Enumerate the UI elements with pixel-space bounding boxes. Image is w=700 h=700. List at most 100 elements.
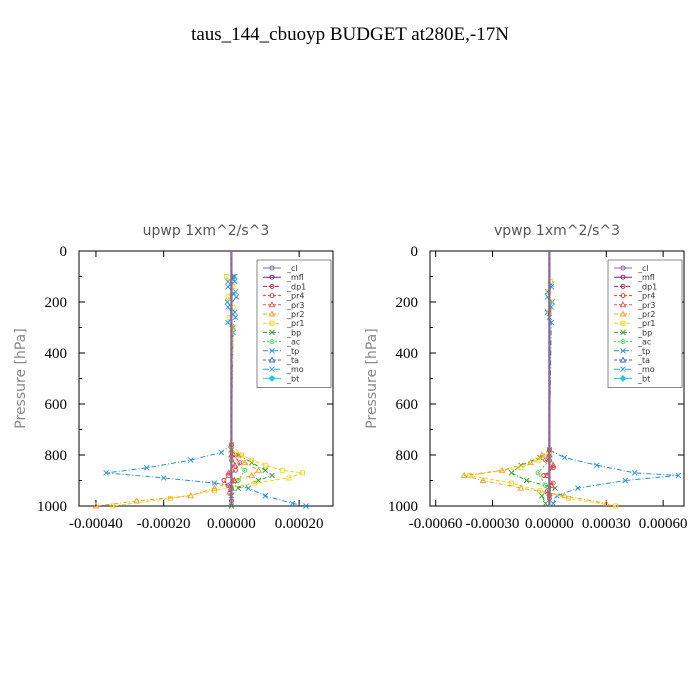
upwp-legend-marker-mfl xyxy=(269,274,275,280)
upwp-point-tp xyxy=(225,283,231,290)
upwp-point-pr2 xyxy=(211,484,218,491)
upwp-point-pr1 xyxy=(249,457,255,463)
upwp-point-bp xyxy=(262,467,269,474)
upwp-point-pr2 xyxy=(255,466,262,473)
upwp-ytick-label: 400 xyxy=(45,346,68,362)
upwp-point-tp xyxy=(303,503,309,509)
vpwp-point-ac xyxy=(535,470,541,476)
upwp-point-tp xyxy=(225,304,231,310)
upwp-point-pr1 xyxy=(212,488,217,494)
upwp-point-mo xyxy=(231,273,238,280)
upwp-ytick-label: 0 xyxy=(60,244,68,260)
upwp-point-pr1 xyxy=(262,462,268,468)
upwp-point-pr1 xyxy=(223,274,229,279)
vpwp-ytick-label: 800 xyxy=(396,448,419,464)
vpwp-legend-marker-bp xyxy=(620,329,626,336)
vpwp-legend-marker-ta xyxy=(619,356,627,363)
upwp-point-pr3 xyxy=(231,461,239,468)
vpwp-point-tp xyxy=(593,462,600,469)
vpwp-series-pr3 xyxy=(546,454,554,494)
upwp-point-pr1 xyxy=(110,503,116,509)
vpwp-xtick-label: -0.00060 xyxy=(409,516,463,532)
upwp-legend-marker-tp xyxy=(269,347,275,354)
vpwp-legend-label-bt: _bt xyxy=(637,374,650,383)
vpwp-panel: vpwp 1xm^2/s^3 0 200 400 600 800 1000-0.00060-… xyxy=(364,223,688,532)
upwp-title: upwp 1xm^2/s^3 xyxy=(143,223,270,239)
upwp-legend-label-bp: _bp xyxy=(286,328,301,337)
vpwp-ytick-label: 600 xyxy=(396,397,419,413)
vpwp-legend-label-ta: _ta xyxy=(637,356,650,365)
upwp-xtick-label: -0.00020 xyxy=(137,516,191,532)
upwp-series-pr2 xyxy=(95,449,260,507)
vpwp-legend-label-mfl: _mfl xyxy=(637,273,655,282)
upwp-point-ac xyxy=(242,467,248,473)
upwp-point-pr1 xyxy=(286,475,292,481)
upwp-point-pr1 xyxy=(225,294,231,300)
vpwp-legend-marker-pr2 xyxy=(619,310,627,317)
upwp-point-tp xyxy=(289,500,296,507)
upwp-point-pr1 xyxy=(279,467,285,473)
upwp-point-pr4 xyxy=(221,478,227,483)
vpwp-point-pr4 xyxy=(550,480,556,486)
upwp-legend-marker-ac xyxy=(269,339,275,345)
upwp-xtick-label: -0.00040 xyxy=(69,516,123,532)
upwp-y-axis-label: Pressure [hPa] xyxy=(13,328,29,428)
upwp-legend-marker-cl xyxy=(269,265,275,271)
vpwp-series-pr4 xyxy=(542,449,554,499)
vpwp-point-pr2 xyxy=(460,471,468,478)
upwp-legend-label-bt: _bt xyxy=(286,374,299,383)
upwp-point-pr2 xyxy=(187,492,195,499)
upwp-xtick-label: 0.00020 xyxy=(275,516,324,532)
upwp-legend-marker-bp xyxy=(269,329,275,336)
vpwp-point-pr2 xyxy=(538,451,546,458)
vpwp-legend-marker-bt xyxy=(619,374,627,382)
upwp-legend-label-mo: _mo xyxy=(286,365,304,374)
vpwp-legend-label-dp1: _dp1 xyxy=(637,282,657,291)
upwp-point-tp xyxy=(143,464,150,471)
upwp-series-pr3 xyxy=(228,454,236,489)
vpwp-point-pr4 xyxy=(541,472,547,478)
vpwp-legend-marker-tp xyxy=(620,347,626,354)
upwp-point-tp xyxy=(231,278,238,285)
upwp-legend-label-cl: _cl xyxy=(286,264,298,273)
upwp-legend-label-ta: _ta xyxy=(286,356,299,365)
vpwp-legend-label-ac: _ac xyxy=(637,338,651,347)
vpwp-point-pr2 xyxy=(602,499,610,506)
upwp-legend-marker-pr4 xyxy=(269,293,275,299)
upwp-legend-label-pr4: _pr4 xyxy=(286,292,304,301)
upwp-legend-marker-pr3 xyxy=(268,301,276,308)
upwp-legend-marker-dp1 xyxy=(269,283,275,289)
vpwp-point-bp xyxy=(508,470,515,476)
vpwp-xtick-label: 0.00030 xyxy=(582,516,631,532)
vpwp-y-axis-label: Pressure [hPa] xyxy=(364,328,380,428)
upwp-xtick-label: 0.00000 xyxy=(207,516,256,532)
upwp-point-bp xyxy=(269,472,275,479)
vpwp-legend-label-pr3: _pr3 xyxy=(637,301,655,310)
vpwp-legend-marker-mfl xyxy=(620,274,626,280)
vpwp-point-pr1 xyxy=(509,480,514,486)
upwp-point-pr2 xyxy=(248,471,256,478)
upwp-point-tp xyxy=(233,294,240,300)
vpwp-point-bp xyxy=(542,500,549,507)
vpwp-point-pr4 xyxy=(543,457,549,463)
upwp-ytick-label: 800 xyxy=(45,448,68,464)
vpwp-point-bp xyxy=(539,492,545,499)
vpwp-xtick-label: -0.00030 xyxy=(466,516,520,532)
vpwp-point-pr1 xyxy=(518,465,524,471)
vpwp-point-pr1 xyxy=(535,457,541,463)
upwp-ytick-label: 1000 xyxy=(37,499,67,515)
vpwp-legend-label-tp: _tp xyxy=(637,347,650,356)
vpwp-title: vpwp 1xm^2/s^3 xyxy=(494,223,620,239)
upwp-point-pr4 xyxy=(237,460,243,466)
upwp-point-mo xyxy=(224,299,231,305)
upwp-point-tp xyxy=(103,470,109,476)
upwp-legend-marker-bt xyxy=(268,374,276,382)
vpwp-legend-marker-pr3 xyxy=(619,301,627,308)
vpwp-point-pr4 xyxy=(550,465,556,471)
vpwp-xtick-label: 0.00000 xyxy=(525,516,574,532)
vpwp-xtick-label: 0.00060 xyxy=(639,516,688,532)
upwp-legend xyxy=(256,259,332,388)
upwp-ytick-label: 200 xyxy=(45,295,68,311)
vpwp-legend-label-mo: _mo xyxy=(637,365,655,374)
upwp-point-pr3 xyxy=(230,476,238,483)
